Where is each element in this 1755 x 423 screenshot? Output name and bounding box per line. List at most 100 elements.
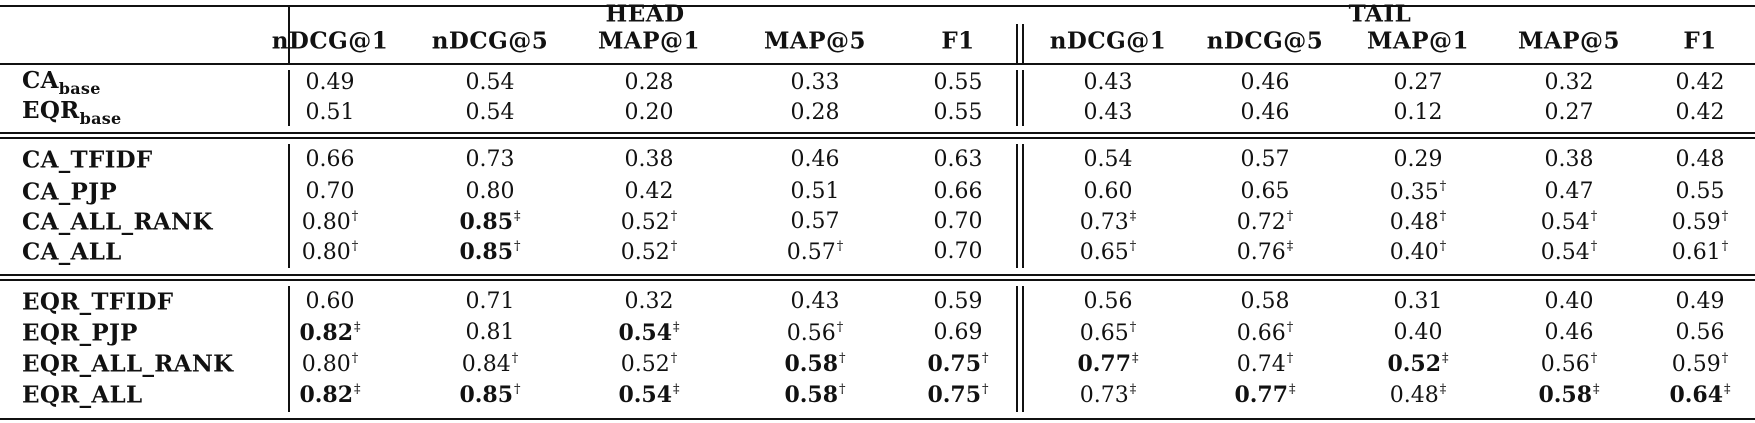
cell-value: 0.55 bbox=[933, 100, 983, 125]
cell-value: 0.70 bbox=[933, 239, 983, 264]
vertical-rule bbox=[1022, 70, 1024, 126]
vertical-rule bbox=[288, 286, 290, 412]
cell-value: 0.70 bbox=[933, 209, 983, 234]
table-cell: 0.49 bbox=[1676, 291, 1725, 313]
table-cell: 0.80 bbox=[466, 181, 515, 203]
table-cell: 0.85‡ bbox=[459, 210, 520, 234]
cell-value: 0.71 bbox=[465, 289, 515, 314]
cell-value: 0.28 bbox=[790, 100, 840, 125]
method-name: EQR bbox=[22, 97, 80, 124]
significance-mark: † bbox=[839, 382, 846, 397]
cell-value: 0.40 bbox=[1393, 320, 1443, 345]
cell-value: 0.70 bbox=[305, 179, 355, 204]
cell-value: 0.58 bbox=[1538, 382, 1593, 408]
table-cell: 0.56 bbox=[1084, 291, 1133, 313]
significance-mark: † bbox=[351, 351, 359, 366]
table-cell: 0.81 bbox=[466, 322, 515, 344]
cell-value: 0.73 bbox=[1079, 210, 1129, 235]
row-label: CA_PJP bbox=[22, 181, 117, 204]
cell-value: 0.27 bbox=[1544, 100, 1594, 125]
column-header: nDCG@1 bbox=[1049, 27, 1167, 55]
table-cell: 0.32 bbox=[625, 291, 674, 313]
table-cell: 0.46 bbox=[1241, 102, 1290, 124]
table-cell: 0.48† bbox=[1390, 210, 1446, 234]
table-cell: 0.40 bbox=[1545, 291, 1594, 313]
table-cell: 0.55 bbox=[1676, 181, 1725, 203]
table-cell: 0.82‡ bbox=[299, 383, 360, 407]
row-label: EQR_ALL bbox=[22, 384, 142, 407]
cell-value: 0.38 bbox=[1544, 147, 1594, 172]
method-name: CA_PJP bbox=[22, 178, 117, 206]
table-cell: 0.85† bbox=[459, 240, 520, 264]
cell-value: 0.20 bbox=[624, 100, 674, 125]
cell-value: 0.27 bbox=[1393, 70, 1443, 95]
table-cell: 0.28 bbox=[791, 102, 840, 124]
significance-mark: ‡ bbox=[673, 320, 680, 335]
cell-value: 0.48 bbox=[1389, 383, 1439, 408]
table-cell: 0.82‡ bbox=[299, 321, 360, 345]
table-cell: 0.58† bbox=[784, 352, 845, 376]
column-header: nDCG@5 bbox=[431, 27, 549, 55]
cell-value: 0.59 bbox=[933, 289, 983, 314]
vertical-rule bbox=[288, 70, 290, 126]
table-cell: 0.57† bbox=[787, 240, 843, 264]
method-subscript: base bbox=[79, 109, 122, 128]
table-cell: 0.80† bbox=[302, 210, 358, 234]
table-cell: 0.42 bbox=[1676, 72, 1725, 94]
table-cell: 0.59† bbox=[1672, 352, 1728, 376]
cell-value: 0.40 bbox=[1544, 289, 1594, 314]
cell-value: 0.51 bbox=[305, 100, 355, 125]
method-name: EQR_ALL bbox=[22, 381, 143, 409]
cell-value: 0.80 bbox=[465, 179, 515, 204]
cell-value: 0.48 bbox=[1389, 210, 1439, 235]
significance-mark: † bbox=[670, 209, 678, 224]
group-header-tail: TAIL bbox=[1348, 0, 1412, 28]
cell-value: 0.46 bbox=[1544, 320, 1594, 345]
table-cell: 0.42 bbox=[625, 181, 674, 203]
cell-value: 0.58 bbox=[784, 351, 839, 377]
cell-value: 0.43 bbox=[1083, 100, 1133, 125]
table-cell: 0.66 bbox=[934, 181, 983, 203]
significance-mark: ‡ bbox=[1289, 382, 1296, 397]
column-header: F1 bbox=[1683, 27, 1717, 55]
table-cell: 0.52† bbox=[621, 352, 677, 376]
cell-value: 0.54 bbox=[618, 382, 673, 408]
cell-value: 0.29 bbox=[1393, 147, 1443, 172]
cell-value: 0.60 bbox=[1083, 179, 1133, 204]
table-cell: 0.35† bbox=[1390, 180, 1446, 204]
cell-value: 0.80 bbox=[301, 352, 351, 377]
horizontal-rule bbox=[0, 279, 1755, 281]
cell-value: 0.33 bbox=[790, 70, 840, 95]
method-name: CA_ALL bbox=[22, 238, 122, 266]
cell-value: 0.85 bbox=[459, 239, 514, 265]
cell-value: 0.46 bbox=[790, 147, 840, 172]
column-header: MAP@5 bbox=[763, 27, 867, 55]
cell-value: 0.72 bbox=[1236, 210, 1286, 235]
column-header: MAP@5 bbox=[1517, 27, 1621, 55]
cell-value: 0.59 bbox=[1671, 210, 1721, 235]
table-cell: 0.65† bbox=[1080, 240, 1136, 264]
method-name: CA bbox=[22, 67, 59, 94]
horizontal-rule bbox=[0, 5, 1755, 7]
table-cell: 0.77‡ bbox=[1234, 383, 1295, 407]
table-cell: 0.54‡ bbox=[618, 383, 679, 407]
cell-value: 0.59 bbox=[1671, 352, 1721, 377]
cell-value: 0.54 bbox=[1540, 210, 1590, 235]
cell-value: 0.48 bbox=[1675, 147, 1725, 172]
table-cell: 0.48‡ bbox=[1390, 383, 1446, 407]
significance-mark: † bbox=[1129, 320, 1137, 335]
cell-value: 0.54 bbox=[618, 320, 673, 346]
table-cell: 0.54 bbox=[1084, 149, 1133, 171]
table-cell: 0.40 bbox=[1394, 322, 1443, 344]
table-cell: 0.75† bbox=[927, 352, 988, 376]
table-cell: 0.64‡ bbox=[1669, 383, 1730, 407]
table-cell: 0.52† bbox=[621, 210, 677, 234]
cell-value: 0.49 bbox=[1675, 289, 1725, 314]
cell-value: 0.57 bbox=[1240, 147, 1290, 172]
horizontal-rule bbox=[0, 132, 1755, 134]
significance-mark: † bbox=[351, 209, 359, 224]
cell-value: 0.49 bbox=[305, 70, 355, 95]
table-cell: 0.40† bbox=[1390, 240, 1446, 264]
cell-value: 0.42 bbox=[624, 179, 674, 204]
cell-value: 0.12 bbox=[1393, 100, 1443, 125]
